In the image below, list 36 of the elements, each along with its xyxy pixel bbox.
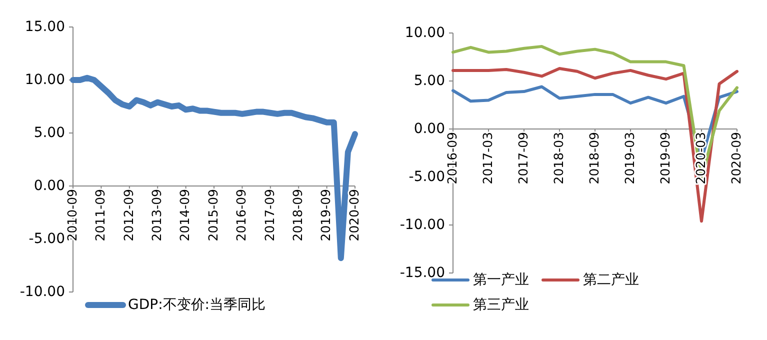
legend-label: 第一产业 xyxy=(473,272,529,288)
x-tick-label: 2017-09 xyxy=(262,188,277,242)
x-tick-label: 2016-09 xyxy=(444,132,460,184)
y-tick-label: -5.00 xyxy=(408,168,445,185)
x-tick-label: 2018-03 xyxy=(550,132,566,184)
y-tick-label: 10.00 xyxy=(404,24,445,41)
legend-label: 第二产业 xyxy=(583,272,639,288)
x-tick-label: 2017-03 xyxy=(480,132,495,184)
legend-label: 第三产业 xyxy=(473,296,529,313)
y-tick-label: 10.00 xyxy=(24,72,65,88)
x-tick-label: 2010-09 xyxy=(64,188,80,242)
y-tick-label: -15.00 xyxy=(400,264,445,281)
x-tick-label: 2020-03 xyxy=(692,132,708,184)
legend-label: GDP:不变价:当季同比 xyxy=(128,296,266,313)
x-tick-label: 2016-09 xyxy=(234,188,249,242)
x-tick-label: 2020-09 xyxy=(346,188,362,242)
x-tick-label: 2015-09 xyxy=(205,188,220,242)
x-tick-label: 2018-09 xyxy=(290,188,306,242)
y-tick-label: 5.00 xyxy=(34,124,65,141)
y-tick-label: 0.00 xyxy=(414,120,445,137)
x-tick-label: 2013-09 xyxy=(149,188,164,242)
x-tick-label: 2011-09 xyxy=(92,188,108,242)
x-tick-label: 2014-09 xyxy=(177,188,192,242)
y-tick-label: -10.00 xyxy=(20,284,65,300)
x-tick-label: 2019-09 xyxy=(657,132,672,184)
x-tick-label: 2019-03 xyxy=(622,132,637,184)
x-tick-label: 2018-09 xyxy=(586,132,602,184)
x-tick-label: 2019-09 xyxy=(318,188,334,242)
y-tick-label: 5.00 xyxy=(414,72,445,89)
x-tick-label: 2012-09 xyxy=(120,188,136,242)
y-tick-label: 15.00 xyxy=(24,18,65,35)
y-tick-label: -5.00 xyxy=(28,230,65,247)
x-tick-label: 2017-09 xyxy=(515,132,530,184)
y-tick-label: 0.00 xyxy=(34,178,65,194)
y-tick-label: -10.00 xyxy=(400,216,445,233)
x-tick-label: 2020-09 xyxy=(728,132,744,184)
